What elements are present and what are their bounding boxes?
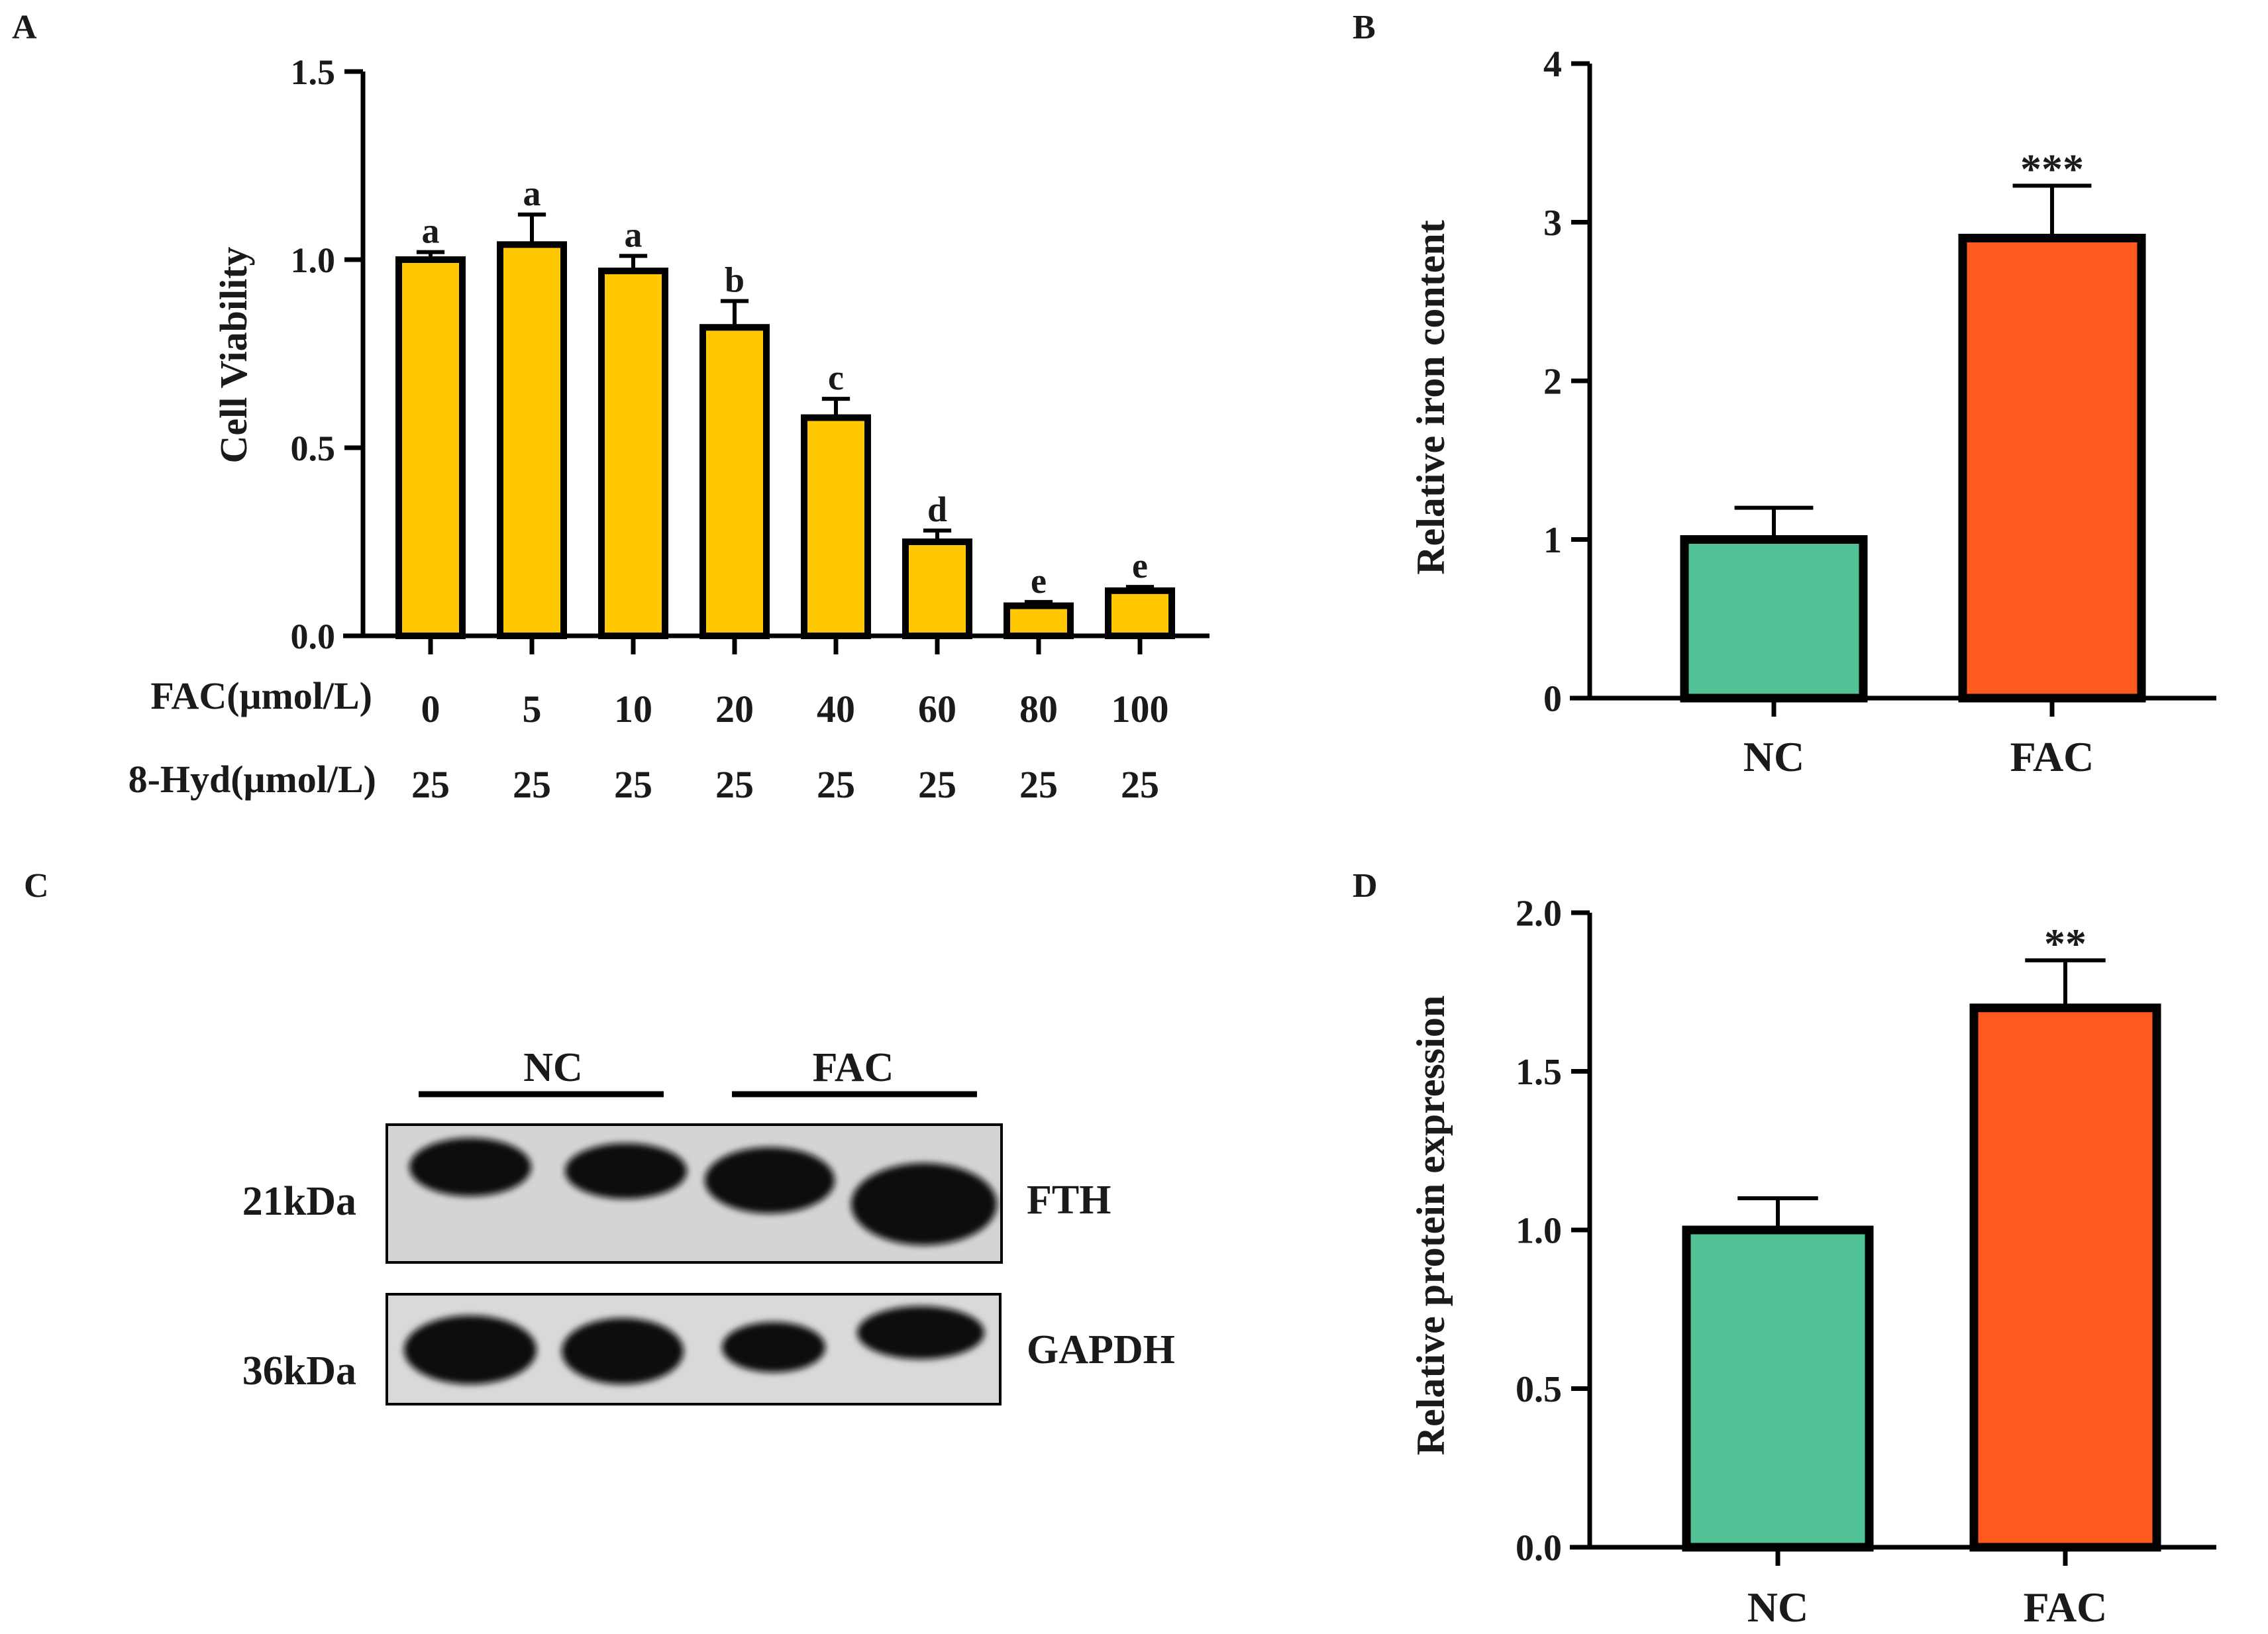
blot-band-fth-lane-1 [409, 1138, 531, 1196]
blot-marker-gapdh: 36kDa [242, 1349, 356, 1394]
chart-a-hyd-value: 25 [918, 763, 956, 806]
chart-a-significance-label: d [927, 489, 947, 529]
chart-a-bar [395, 256, 466, 639]
panel-label-d: D [1353, 867, 1378, 905]
blot-marker-fth: 21kDa [242, 1179, 356, 1224]
chart-b-y-tick-label: 2 [1543, 362, 1562, 403]
blot-band-fth-lane-3 [705, 1147, 835, 1213]
chart-a-significance-label: a [625, 215, 643, 254]
panel-label-c: C [24, 867, 49, 905]
chart-a-category-label: 20 [715, 688, 754, 731]
chart-a-hyd-value: 25 [513, 763, 551, 806]
chart-a-significance-label: a [422, 211, 440, 251]
chart-b-y-tick-label: 1 [1543, 520, 1562, 561]
blot-band-gapdh-lane-4 [857, 1306, 984, 1359]
chart-a-bar [801, 414, 871, 639]
chart-b: Relative iron content 0 1 2 3 4 NC FAC *** [1409, 44, 2216, 780]
chart-a-bar [699, 324, 770, 639]
chart-a-hyd-row-label: 8-Hyd(μmol/L) [129, 758, 376, 801]
chart-d-y-tick-label: 2.0 [1516, 894, 1562, 935]
chart-b-category-label: FAC [2010, 733, 2094, 780]
blot-group-label-nc: NC [523, 1045, 583, 1090]
chart-d-bar [1969, 1003, 2161, 1552]
blot-protein-gapdh: GAPDH [1027, 1327, 1175, 1372]
blot-band-gapdh-lane-3 [722, 1322, 825, 1372]
chart-a-category-label: 10 [614, 688, 652, 731]
chart-a-significance-label: b [725, 260, 745, 299]
blot-protein-fth: FTH [1027, 1178, 1111, 1223]
chart-d-category-label: NC [1747, 1584, 1808, 1631]
chart-a-hyd-value: 25 [614, 763, 652, 806]
chart-a-category-label: 100 [1111, 688, 1169, 731]
chart-b-bar [1958, 233, 2146, 703]
chart-a-category-label: 5 [523, 688, 542, 731]
chart-d-y-tick-label: 1.5 [1516, 1052, 1562, 1093]
chart-a-significance-label: e [1132, 546, 1148, 586]
chart-a-significance-label: a [523, 174, 541, 213]
blot-group-label-fac: FAC [813, 1045, 894, 1090]
blot-band-gapdh-lane-2 [562, 1318, 684, 1384]
chart-a-y-tick-label: 0.0 [291, 617, 336, 656]
blot-band-gapdh-lane-1 [404, 1315, 537, 1384]
chart-a-ylabel: Cell Viability [212, 246, 255, 463]
panel-label-a: A [12, 9, 37, 46]
blot-band-fth-lane-2 [565, 1143, 687, 1199]
chart-d-category-label: FAC [2024, 1584, 2108, 1631]
chart-a-y-tick-label: 1.0 [291, 240, 336, 280]
chart-a-hyd-value: 25 [1121, 763, 1159, 806]
chart-a-hyd-value: 25 [1019, 763, 1058, 806]
chart-a-hyd-value: 25 [715, 763, 754, 806]
chart-d-y-tick-label: 1.0 [1516, 1211, 1562, 1252]
chart-d-y-tick-label: 0.5 [1516, 1369, 1562, 1410]
chart-a-hyd-value: 25 [411, 763, 450, 806]
chart-d-bar [1682, 1225, 1874, 1552]
chart-a-bar [1105, 587, 1175, 640]
chart-a-significance-label: c [828, 358, 844, 397]
chart-a-category-label: 60 [918, 688, 956, 731]
chart-d-y-tick-label: 0.0 [1516, 1528, 1562, 1569]
chart-a-category-label: 40 [817, 688, 855, 731]
chart-a: Cell Viability FAC(μmol/L) 8-Hyd(μmol/L)… [129, 52, 1210, 806]
chart-b-significance-label: *** [2020, 145, 2084, 192]
chart-d-significance-label: ** [2044, 920, 2087, 967]
western-blot: NC FAC 21kDa 36kDa FTH GAPDH [242, 1045, 1175, 1405]
chart-a-bar [902, 538, 972, 639]
blot-band-fth-lane-4 [851, 1163, 997, 1245]
chart-d: Relative protein expression 0.0 0.5 1.0 1.5… [1409, 894, 2216, 1631]
chart-a-y-tick-label: 0.5 [291, 429, 336, 468]
chart-a-category-label: 80 [1019, 688, 1058, 731]
chart-b-y-tick-label: 4 [1543, 44, 1562, 85]
chart-b-y-tick-label: 0 [1543, 679, 1562, 720]
chart-d-ylabel: Relative protein expression [1409, 996, 1453, 1455]
chart-a-category-label: 0 [421, 688, 440, 731]
chart-a-bar [598, 268, 668, 640]
chart-b-bar [1680, 535, 1868, 703]
panel-label-b: B [1353, 9, 1376, 46]
chart-b-ylabel: Relative iron content [1409, 220, 1453, 574]
chart-b-y-tick-label: 3 [1543, 203, 1562, 244]
chart-a-significance-label: e [1031, 561, 1047, 601]
chart-a-hyd-value: 25 [817, 763, 855, 806]
chart-a-y-tick-label: 1.5 [291, 52, 336, 92]
chart-b-category-label: NC [1743, 733, 1804, 780]
chart-a-bar [497, 241, 567, 639]
chart-a-fac-row-label: FAC(μmol/L) [150, 674, 372, 717]
chart-a-bar [1004, 602, 1074, 639]
